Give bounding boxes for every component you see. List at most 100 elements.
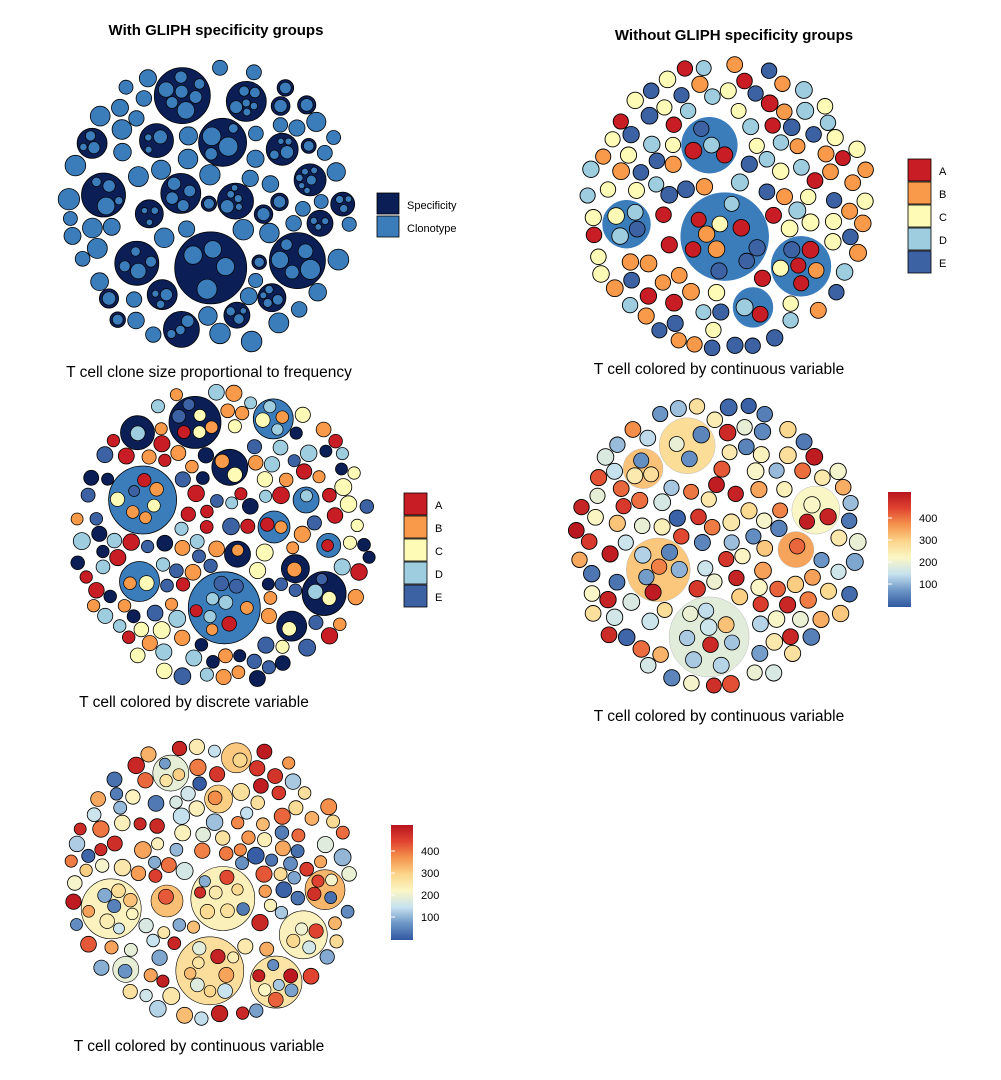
clonotype-bubble [64,154,87,177]
colorbar-tick-label-100: 100 [919,579,937,591]
cell-bubble [157,926,171,939]
cell-bubble [802,628,821,646]
cell-bubble [111,883,126,899]
clonotype-bubble [178,220,196,238]
panel-discrete-no-gliph: T cell colored by continuous variable A … [579,56,947,378]
legend-key-specificity [376,192,400,215]
clonotype-bubble [303,140,315,152]
legend-key-a [907,158,932,182]
clonotype-bubble [176,199,190,212]
cell-bubble [209,766,226,783]
cell-bubble [708,476,725,494]
cell-bubble [185,459,199,474]
colorbar-gradient [391,825,413,940]
cell-bubble [718,423,737,442]
cell-bubble [813,552,830,569]
clonotype-bubble [339,204,349,213]
cell-bubble [673,87,690,104]
cell-bubble [350,563,368,581]
cell-bubble [800,188,817,206]
clonotype-bubble [79,142,88,152]
cell-bubble [162,987,181,1005]
cell-bubble [322,487,337,503]
cell-bubble [746,664,763,681]
cell-bubble [683,674,700,692]
cell-bubble [170,445,187,461]
cell-bubble [256,743,273,760]
legend-label-d: D [939,235,947,247]
cell-bubble [834,150,851,167]
clonotype-bubble [135,90,153,107]
cell-bubble [180,506,196,522]
cell-bubble [767,610,786,628]
clonotype-bubble [90,272,109,292]
cell-bubble [347,466,361,480]
cell-bubble [801,213,820,232]
cell-bubble [697,225,716,243]
cell-bubble [744,337,761,354]
cell-bubble [231,543,244,557]
clonotype-bubble [196,278,218,300]
cell-bubble [621,296,639,314]
clonotype-bubble [309,216,318,225]
cell-bubble [612,162,630,181]
cell-bubble [283,856,298,871]
cell-bubble [695,178,714,196]
cell-bubble [81,848,96,863]
cell-bubble [275,881,293,898]
cell-bubble [742,118,760,136]
cell-bubble [615,498,632,515]
cell-bubble [274,825,290,840]
cell-bubble [106,835,123,852]
cell-bubble [654,274,672,291]
clonotype-bubble [284,137,293,146]
cell-bubble [143,968,158,983]
clonotype-bubble [111,313,124,326]
clonotype-bubble [202,126,222,146]
clonotype-bubble [145,326,162,343]
cell-bubble [734,547,751,565]
cell-bubble [691,75,709,93]
cell-bubble [137,473,152,488]
clonotype-bubble [57,188,81,211]
cell-bubble [661,543,679,561]
cell-bubble [218,967,235,983]
cell-bubble [590,248,607,266]
cell-bubble [795,81,813,99]
cell-bubble [333,617,347,632]
cell-bubble [326,814,341,829]
cell-bubble [295,463,313,480]
cell-bubble [197,447,214,464]
legend-label-clonotype: Clonotype [407,223,457,235]
clonotype-bubble [235,202,243,211]
cell-bubble [207,790,223,806]
cell-bubble [606,462,623,480]
cell-bubble [227,466,243,483]
cell-bubble [334,478,353,497]
cell-bubble [258,884,272,898]
cell-bubble [117,599,132,613]
cell-bubble [666,314,684,332]
cell-bubble [721,444,738,461]
cell-bubble [180,786,196,802]
cell-bubble [272,486,290,505]
cell-bubble [633,517,651,535]
cell-bubble [751,644,769,662]
clonotype-bubble [303,186,311,195]
cell-bubble [817,145,835,163]
colorbar-tick-label-300: 300 [421,868,439,880]
cell-bubble [682,282,700,301]
colorbar-tick-label-400: 400 [421,846,439,858]
cell-bubble [793,158,810,176]
cell-bubble [732,219,751,237]
clonotype-bubble [203,197,215,210]
clonotype-bubble [101,291,117,306]
cell-bubble [194,842,211,859]
cell-bubble [92,820,110,838]
cell-bubble [198,875,211,888]
cell-bubble [284,773,302,790]
clonotype-bubble [209,322,231,345]
cell-bubble [760,94,779,113]
clonotype-bubble [291,301,308,318]
cell-bubble [123,893,138,908]
